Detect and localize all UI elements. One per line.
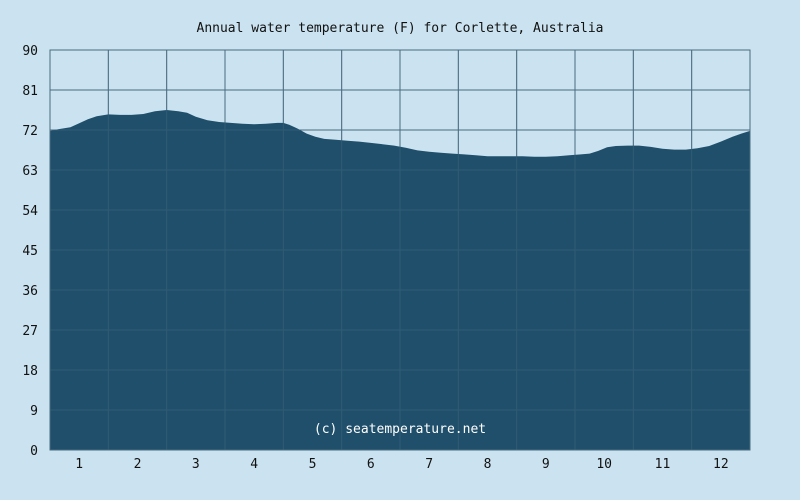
temperature-area [50, 110, 750, 450]
x-tick-label: 12 [713, 457, 729, 472]
x-tick-label: 5 [309, 457, 317, 472]
y-tick-label: 27 [22, 324, 38, 339]
x-tick-label: 8 [484, 457, 492, 472]
chart-title: Annual water temperature (F) for Corlett… [197, 21, 604, 36]
y-tick-label: 72 [22, 124, 38, 139]
y-tick-label: 90 [22, 44, 38, 59]
x-tick-label: 9 [542, 457, 550, 472]
y-tick-label: 63 [22, 164, 38, 179]
y-tick-label: 81 [22, 84, 38, 99]
x-tick-label: 2 [134, 457, 142, 472]
plot-frame [49, 49, 751, 451]
y-tick-label: 54 [22, 204, 38, 219]
y-tick-label: 0 [30, 444, 38, 459]
copyright-watermark: (c) seatemperature.net [314, 422, 486, 437]
y-tick-label: 9 [30, 404, 38, 419]
x-tick-label: 7 [425, 457, 433, 472]
x-tick-label: 4 [250, 457, 258, 472]
y-axis-ticks: 0 9 18 27 36 45 54 63 72 81 90 [22, 44, 38, 459]
x-tick-label: 6 [367, 457, 375, 472]
y-tick-label: 18 [22, 364, 38, 379]
x-tick-label: 10 [596, 457, 612, 472]
y-tick-label: 36 [22, 284, 38, 299]
y-tick-label: 45 [22, 244, 38, 259]
x-tick-label: 11 [655, 457, 671, 472]
x-axis-ticks: 1 2 3 4 5 6 7 8 9 10 11 12 [75, 457, 728, 472]
x-tick-label: 3 [192, 457, 200, 472]
x-tick-label: 1 [75, 457, 83, 472]
grid-overlay [50, 49, 750, 451]
